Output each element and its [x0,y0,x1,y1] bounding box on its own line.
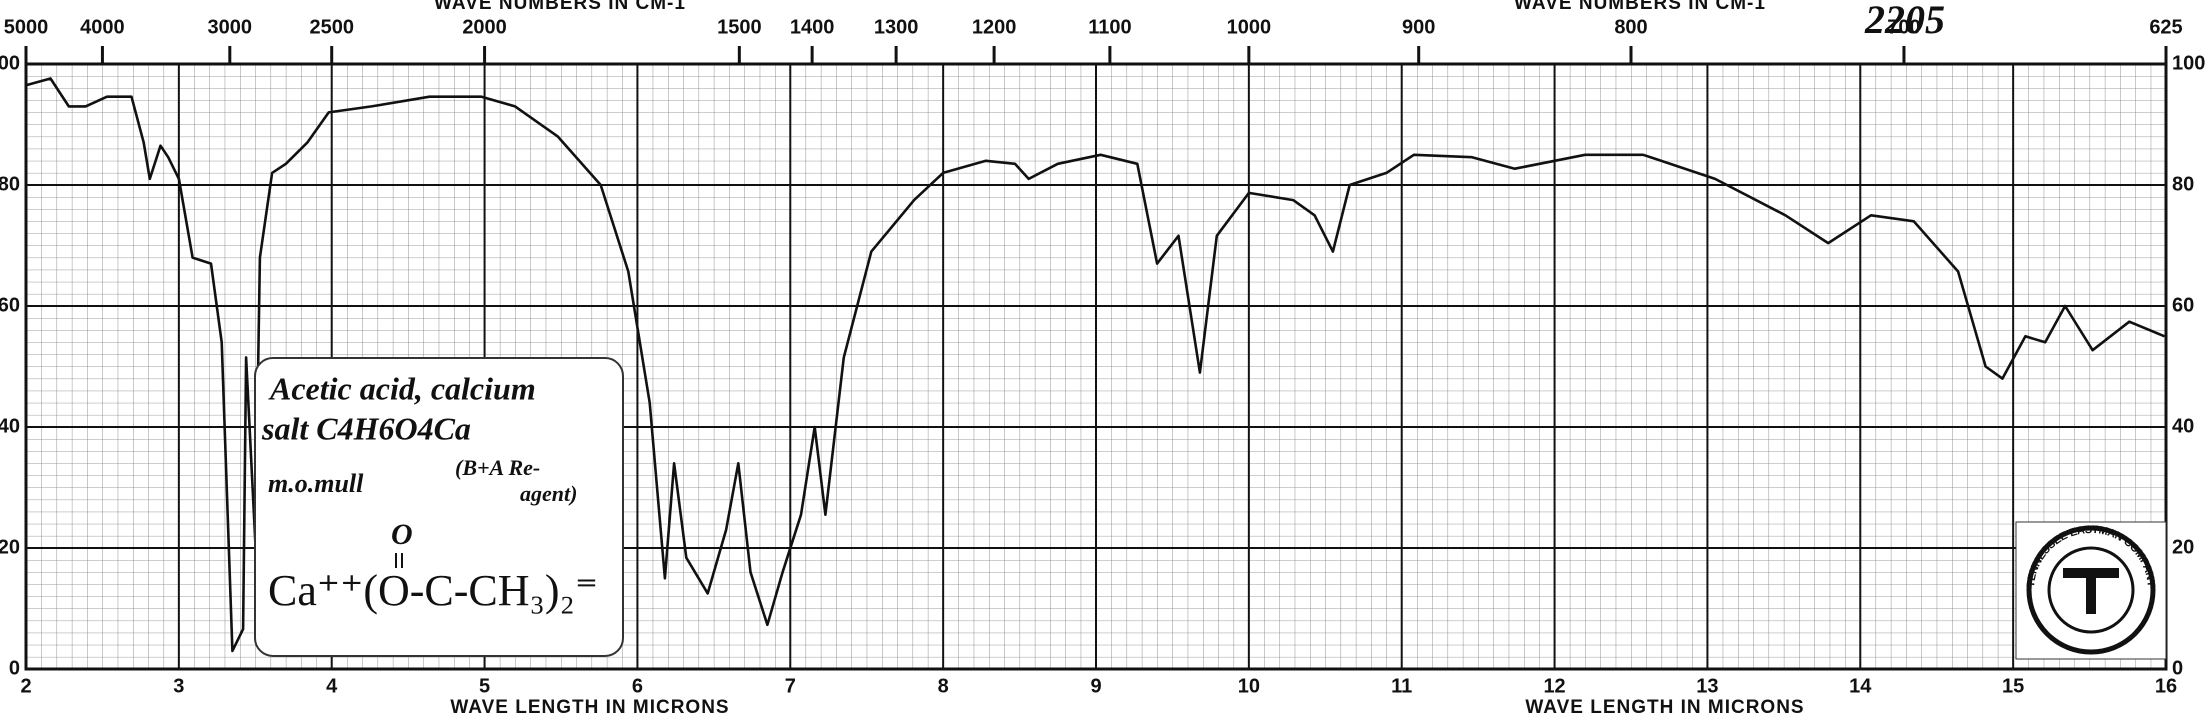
x2-tick-label: 700 [1887,16,1920,38]
x2-tick-label: 2500 [309,16,354,38]
annotation-card: Acetic acid, calcium salt C4H6O4Ca m.o.m… [254,357,624,657]
x-tick-label: 6 [632,675,643,697]
y-tick-label: 20 [2172,536,2194,558]
y-tick-label: 60 [0,294,20,316]
x-axis-label: WAVE LENGTH IN MICRONS [1525,697,1804,718]
x-tick-label: 11 [1391,675,1412,697]
structure-keto: O [391,518,413,551]
x-tick-label: 9 [1090,675,1101,697]
x-axis-label: WAVE LENGTH IN MICRONS [450,697,729,718]
x2-axis-label: WAVE NUMBERS IN CM-1 [1514,0,1766,14]
plot-frame [24,62,2168,671]
x2-tick-label: 1400 [790,16,835,38]
x-tick-label: 2 [20,675,31,697]
x2-tick-label: 1300 [874,16,919,38]
x2-tick-label: 1100 [1088,16,1131,38]
reagent: (B+A Re- [455,455,540,480]
y-tick-label: 100 [2172,52,2205,74]
y-tick-label: 80 [2172,173,2194,195]
y-tick-label: 60 [2172,294,2194,316]
x2-tick-label: 5000 [4,16,49,38]
logo: TENNESSEE EASTMAN COMPANY [2015,521,2167,660]
logo-bar [2086,568,2096,614]
method: m.o.mull [268,469,364,498]
compound-name: Acetic acid, calcium [268,370,536,406]
x2-tick-label: 900 [1402,16,1435,38]
x2-tick-label: 800 [1614,16,1647,38]
structure: Ca⁺⁺(O-C-CH₃)₂⁼ [268,566,598,615]
y-tick-label: 40 [0,415,20,437]
x2-tick-label: 1200 [972,16,1017,38]
x-tick-label: 14 [1849,675,1872,697]
plot-layer: 0 0 20 20 40 40 60 60 80 80 100 100 2 3 4 5 6 7 8 9 10 11 12 13… [0,16,2205,697]
spectrum-number: 2205 [1864,0,1945,42]
x2-tick-label: 625 [2149,16,2182,38]
compound-formula: salt C4H6O4Ca [261,410,471,446]
x-tick-label: 10 [1238,675,1260,697]
x-tick-label: 8 [938,675,949,697]
x2-tick-label: 3000 [208,16,253,38]
x-tick-label: 7 [785,675,796,697]
x-tick-label: 15 [2002,675,2024,697]
x2-tick-label: 1500 [717,16,762,38]
reagent: agent) [520,481,577,506]
y-tick-label: 80 [0,173,20,195]
y-tick-label: 0 [2172,657,2183,679]
x2-tick-label: 2000 [462,16,507,38]
x2-tick-label: 4000 [80,16,125,38]
spectrum-line [25,77,2165,653]
y-tick-label: 0 [9,657,20,679]
x-tick-label: 3 [173,675,184,697]
x-tick-label: 4 [326,675,338,697]
y-tick-label: 40 [2172,415,2194,437]
x-tick-label: 12 [1543,675,1565,697]
x-tick-label: 5 [479,675,490,697]
annotation-box [254,357,624,657]
x-tick-label: 13 [1696,675,1718,697]
x2-axis-label: WAVE NUMBERS IN CM-1 [434,0,686,14]
x2-tick-label: 1000 [1227,16,1272,38]
y-tick-label: 100 [0,52,20,74]
x-tick-label: 16 [2155,675,2177,697]
y-tick-label: 20 [0,536,20,558]
